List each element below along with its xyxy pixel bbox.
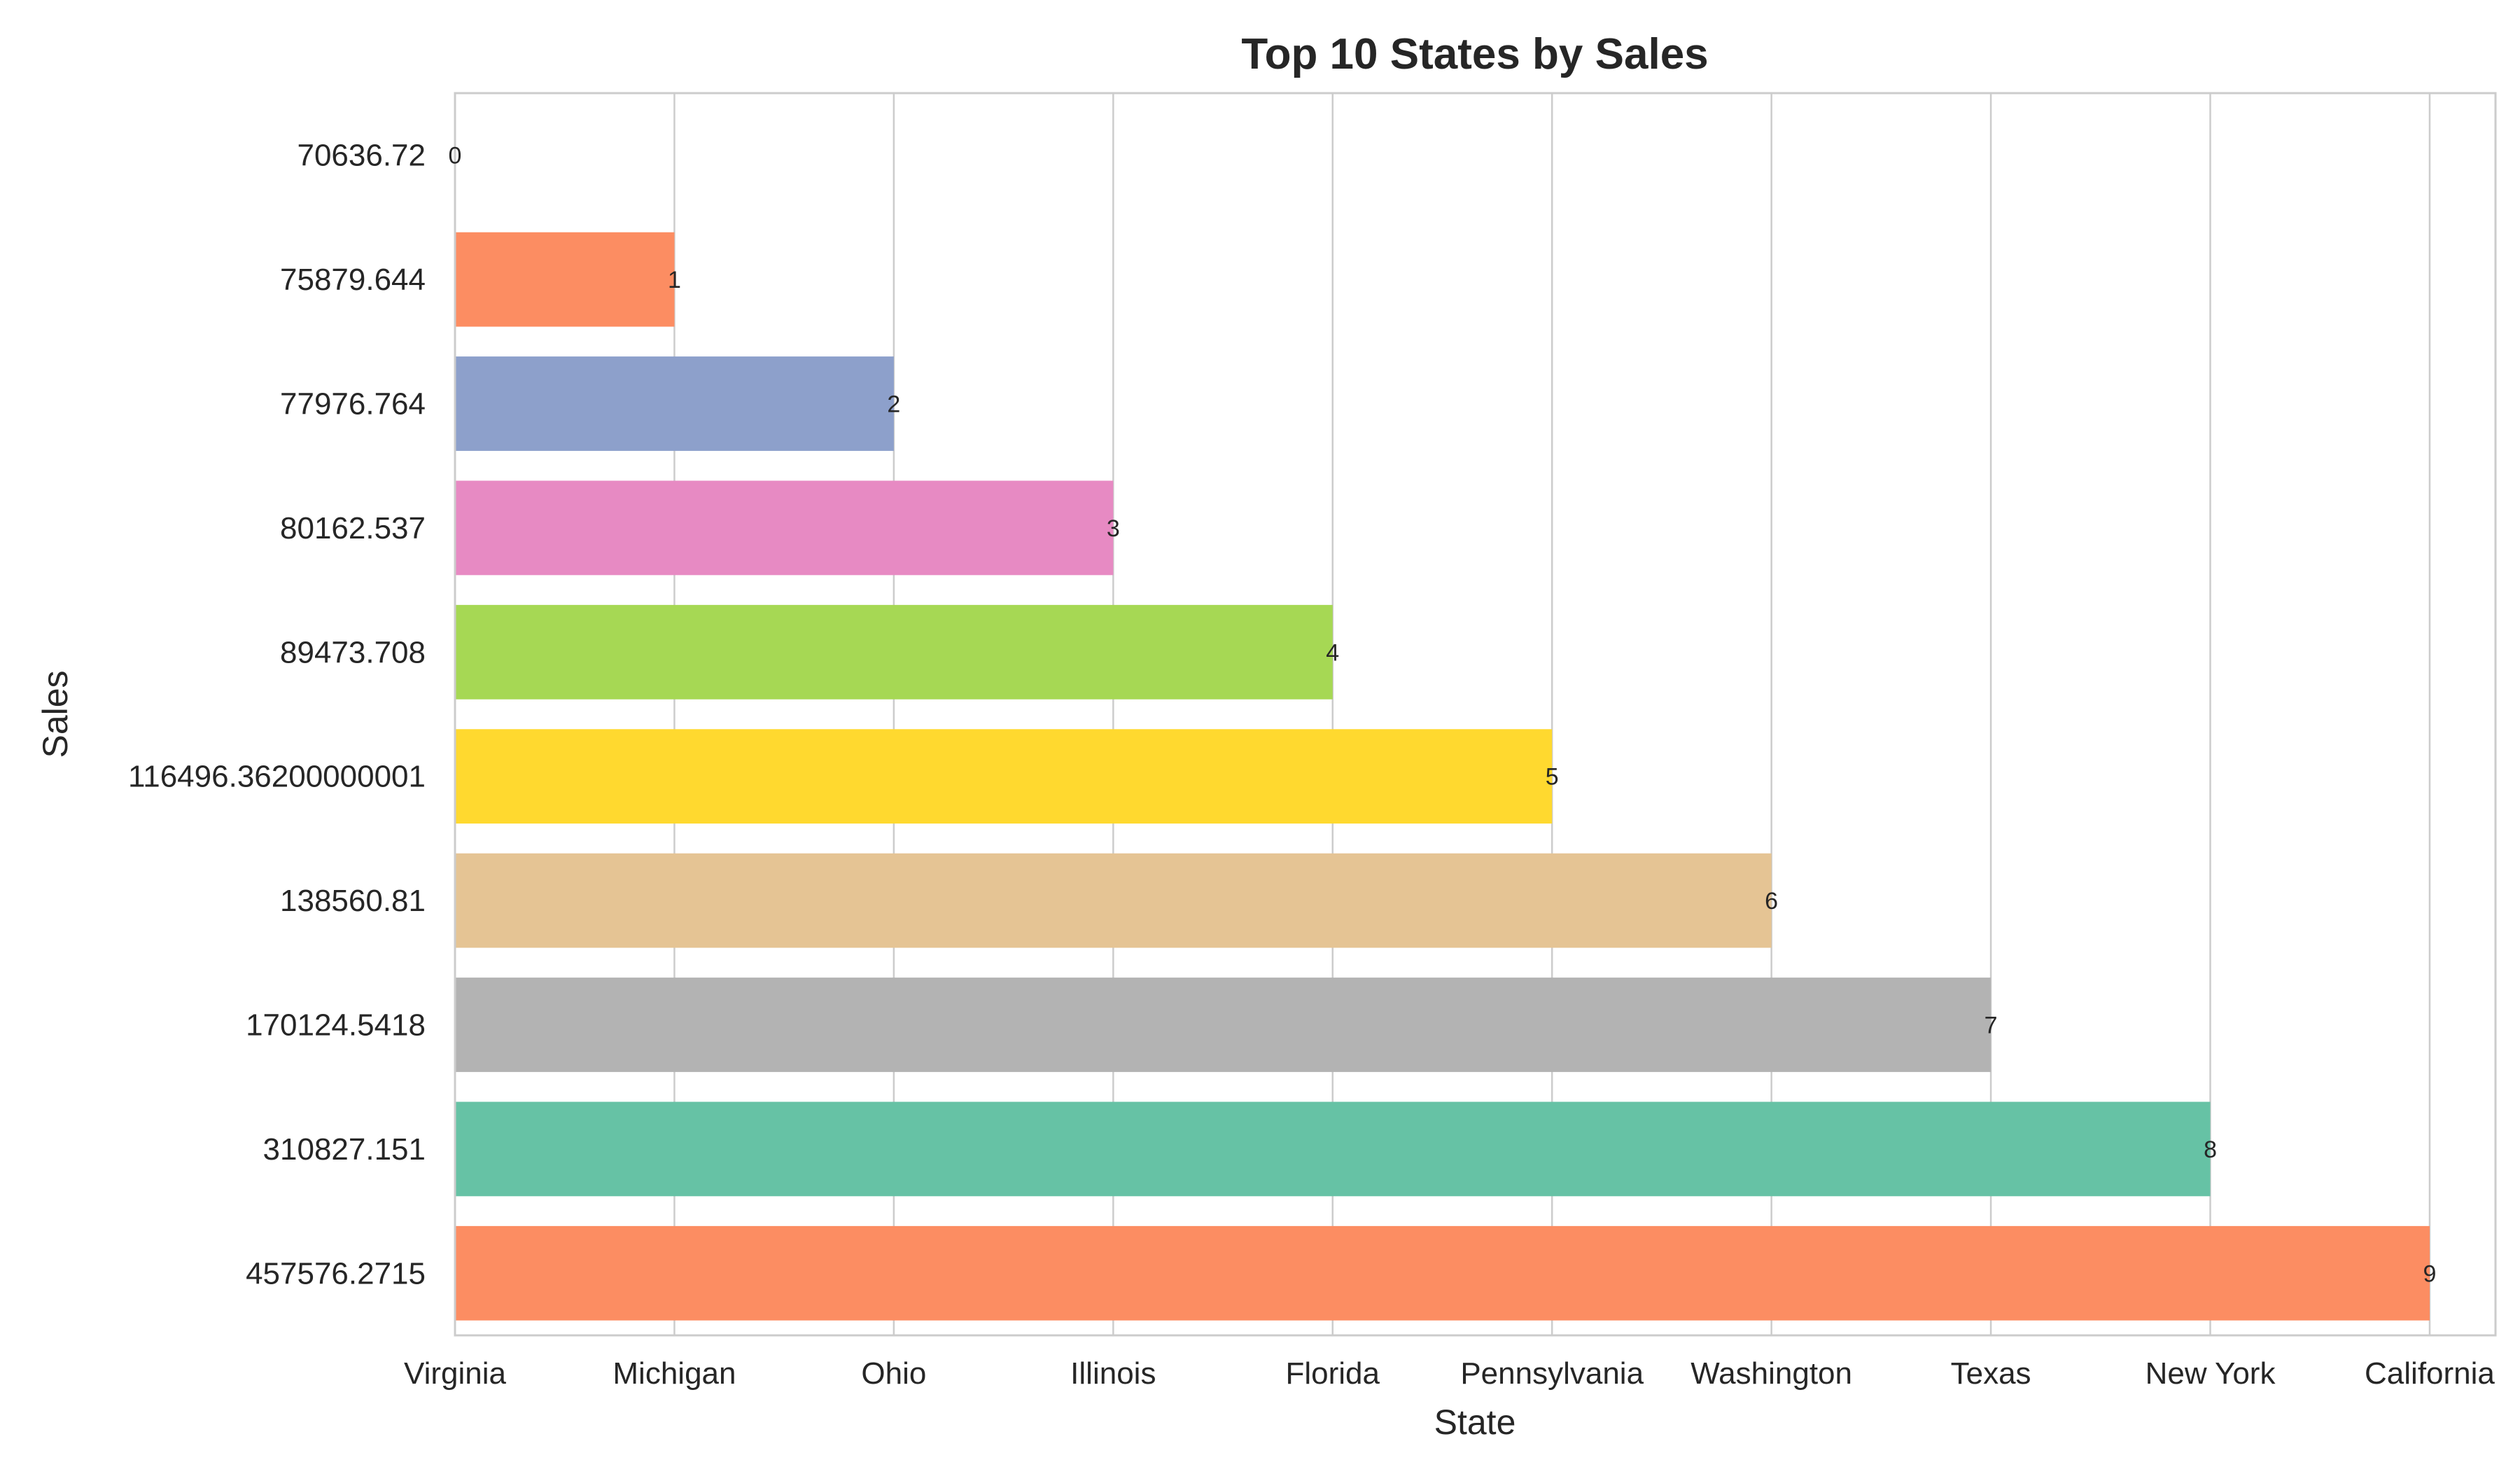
bar bbox=[455, 480, 1113, 575]
x-tick-label: Illinois bbox=[1070, 1356, 1156, 1391]
bar-value-label: 1 bbox=[668, 267, 681, 293]
x-tick-label: New York bbox=[2146, 1356, 2276, 1391]
bar bbox=[455, 978, 1991, 1072]
x-tick-label: Pennsylvania bbox=[1460, 1356, 1644, 1391]
bar-value-label: 9 bbox=[2423, 1260, 2437, 1287]
bars bbox=[455, 232, 2430, 1321]
x-tick-labels: Virginia Michigan Ohio Illinois Florida Penns… bbox=[404, 1356, 2495, 1391]
y-tick-label: 457576.2715 bbox=[246, 1256, 426, 1291]
bar-value-label: 7 bbox=[1984, 1013, 1998, 1039]
bar bbox=[455, 1226, 2430, 1321]
x-tick-label: Virginia bbox=[404, 1356, 506, 1391]
bar-value-label: 4 bbox=[1326, 639, 1339, 666]
bar-value-label: 2 bbox=[887, 391, 900, 418]
x-tick-label: Texas bbox=[1951, 1356, 2031, 1391]
y-tick-label: 75879.644 bbox=[280, 263, 426, 297]
bar bbox=[455, 605, 1333, 700]
bar-value-label: 3 bbox=[1107, 515, 1120, 542]
bar bbox=[455, 854, 1772, 948]
y-tick-labels: 70636.72 75879.644 77976.764 80162.537 89473… bbox=[128, 139, 426, 1291]
y-tick-label: 138560.81 bbox=[280, 884, 426, 918]
y-tick-label: 116496.36200000001 bbox=[128, 760, 426, 794]
bar-value-label: 6 bbox=[1765, 888, 1778, 915]
bar-value-label: 0 bbox=[449, 143, 462, 169]
x-tick-label: California bbox=[2365, 1356, 2495, 1391]
x-axis-label: State bbox=[1434, 1403, 1516, 1442]
x-tick-label: Washington bbox=[1690, 1356, 1852, 1391]
x-tick-label: Michigan bbox=[612, 1356, 736, 1391]
y-tick-label: 170124.5418 bbox=[246, 1008, 426, 1043]
bar bbox=[455, 1101, 2211, 1196]
bar bbox=[455, 356, 894, 451]
x-tick-label: Ohio bbox=[861, 1356, 926, 1391]
y-axis-label: Sales bbox=[36, 670, 75, 758]
y-tick-label: 77976.764 bbox=[280, 387, 426, 422]
y-tick-label: 310827.151 bbox=[263, 1132, 426, 1167]
bar bbox=[455, 729, 1552, 823]
y-tick-label: 80162.537 bbox=[280, 511, 426, 545]
y-tick-label: 70636.72 bbox=[297, 139, 426, 173]
bar-value-label: 8 bbox=[2204, 1136, 2217, 1163]
y-tick-label: 89473.708 bbox=[280, 635, 426, 669]
chart-title: Top 10 States by Sales bbox=[1241, 30, 1708, 78]
bar-value-label: 5 bbox=[1546, 764, 1559, 791]
bar bbox=[455, 232, 674, 327]
x-tick-label: Florida bbox=[1286, 1356, 1380, 1391]
